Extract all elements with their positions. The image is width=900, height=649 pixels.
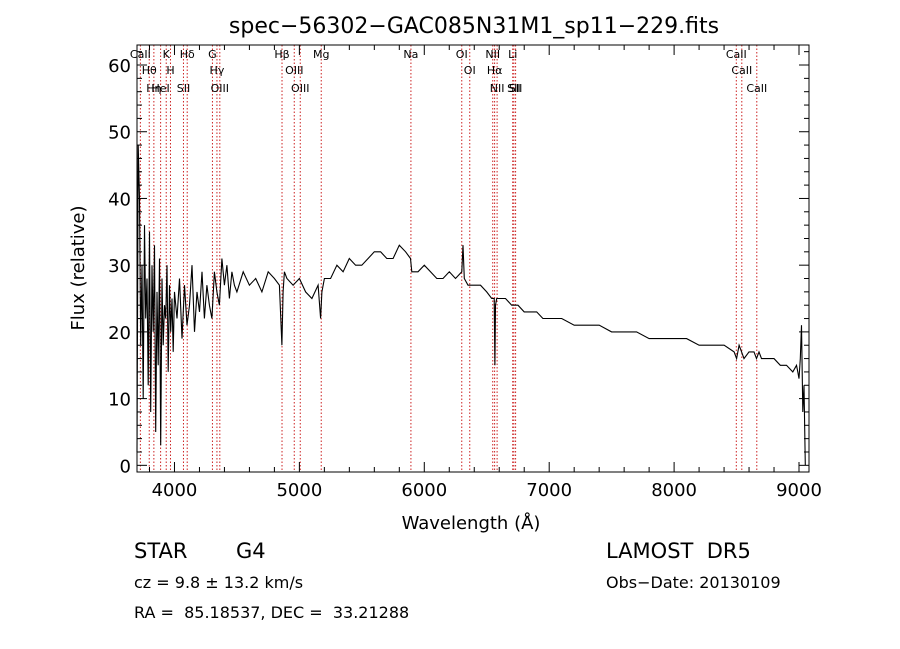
survey-label: LAMOST DR5 bbox=[606, 539, 751, 563]
marker-label-15: Na bbox=[403, 48, 418, 61]
marker-label-23: Li bbox=[508, 48, 517, 61]
marker-label-25: CaII bbox=[731, 64, 752, 77]
marker-label-18: Hα bbox=[487, 64, 503, 77]
marker-label-20: NII bbox=[490, 82, 505, 95]
plot-frame bbox=[136, 44, 810, 473]
x-tick-label-4000: 4000 bbox=[152, 480, 198, 501]
chart-title: spec−56302−GAC085N31M1_sp11−229.fits bbox=[229, 14, 719, 39]
y-tick-label-10: 10 bbox=[108, 390, 131, 411]
marker-label-16: OI bbox=[456, 48, 468, 61]
marker-label-5: Hη bbox=[146, 82, 161, 95]
marker-label-10: G bbox=[208, 48, 217, 61]
spectral-subclass: G4 bbox=[236, 539, 266, 563]
x-tick-label-8000: 8000 bbox=[651, 480, 697, 501]
spectrum-series-0 bbox=[136, 145, 806, 466]
marker-label-19: NII bbox=[485, 48, 500, 61]
marker-label-22: SII bbox=[509, 82, 522, 95]
marker-label-2: K bbox=[163, 48, 171, 61]
object-class: STAR bbox=[134, 539, 188, 563]
marker-label-11: OIII bbox=[285, 64, 303, 77]
marker-label-21: SII bbox=[507, 82, 520, 95]
x-tick-label-9000: 9000 bbox=[776, 480, 822, 501]
marker-label-13: Hβ bbox=[274, 48, 289, 61]
x-tick-label-6000: 6000 bbox=[401, 480, 447, 501]
marker-label-14: Mg bbox=[313, 48, 329, 61]
marker-label-3: H bbox=[166, 64, 174, 77]
marker-label-8: OIII bbox=[211, 82, 229, 95]
redshift-cz: cz = 9.8 ± 13.2 km/s bbox=[134, 573, 304, 592]
marker-label-1: CaII bbox=[130, 48, 151, 61]
y-tick-label-50: 50 bbox=[108, 123, 131, 144]
coordinates: RA = 85.18537, DEC = 33.21288 bbox=[134, 603, 410, 622]
y-axis-label: Flux (relative) bbox=[68, 205, 89, 330]
marker-label-9: Hγ bbox=[210, 64, 225, 77]
marker-label-0: Hθ bbox=[142, 64, 157, 77]
x-axis-label: Wavelength (Å) bbox=[402, 512, 541, 534]
marker-label-12: OIII bbox=[291, 82, 309, 95]
y-tick-label-20: 20 bbox=[108, 323, 131, 344]
observation-date: Obs−Date: 20130109 bbox=[606, 573, 781, 592]
marker-label-17: OI bbox=[464, 64, 476, 77]
marker-label-24: CaII bbox=[726, 48, 747, 61]
marker-label-4: HeI bbox=[151, 82, 169, 95]
y-tick-label-60: 60 bbox=[108, 56, 131, 77]
y-tick-label-40: 40 bbox=[108, 189, 131, 210]
y-tick-label-30: 30 bbox=[108, 256, 131, 277]
x-tick-label-5000: 5000 bbox=[276, 480, 322, 501]
marker-label-6: Hδ bbox=[180, 48, 195, 61]
marker-label-26: CaII bbox=[746, 82, 767, 95]
x-tick-label-7000: 7000 bbox=[526, 480, 572, 501]
y-tick-label-0: 0 bbox=[120, 456, 131, 477]
marker-label-7: SII bbox=[177, 82, 190, 95]
